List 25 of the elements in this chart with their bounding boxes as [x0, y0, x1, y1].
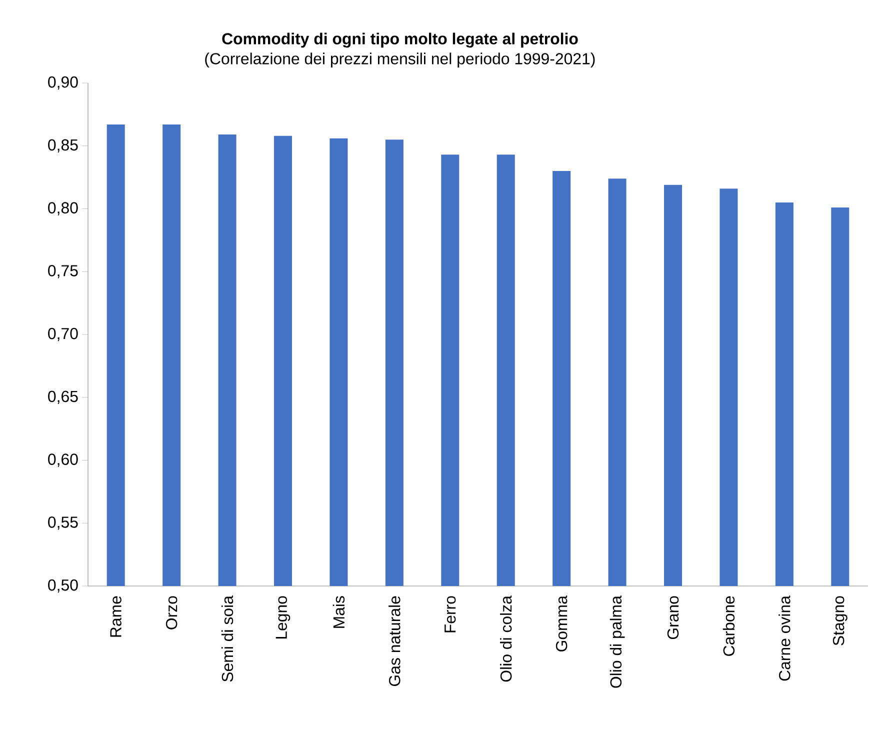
x-tick-label: Olio di colza [500, 596, 512, 682]
y-tick-label: 0,80 [48, 202, 78, 216]
x-tick-label: Carbone [722, 596, 735, 656]
y-tick-label: 0,50 [48, 579, 78, 593]
x-tick-label: Semi di soia [221, 596, 234, 682]
chart-subtitle: (Correlazione dei prezzi mensili nel periodo 1999-2021) [205, 52, 595, 68]
y-tick-label: 0,85 [48, 139, 78, 152]
chart-title: Commodity di ogni tipo molto legate al petrolio [222, 32, 578, 48]
x-tick-label: Orzo [166, 596, 178, 630]
y-tick-label: 0,60 [48, 454, 78, 467]
y-tick-label: 0,75 [48, 265, 78, 278]
y-tick-label: 0,70 [48, 328, 78, 342]
x-tick-label: Carne ovina [778, 596, 790, 681]
x-tick-label: Legno [276, 596, 290, 639]
x-tick-label: Gomma [556, 596, 568, 652]
x-tick-label: Ferro [444, 596, 456, 632]
x-tick-label: Gas naturale [388, 596, 400, 686]
x-tick-label: Mais [332, 596, 345, 628]
y-tick-label: 0,65 [48, 390, 78, 404]
x-tick-label: Stagno [832, 596, 848, 646]
x-tick-label: Rame [110, 596, 122, 637]
y-tick-label: 0,90 [48, 76, 78, 90]
y-tick-label: 0,55 [48, 516, 78, 530]
x-tick-label: Olio di palma [610, 596, 625, 688]
x-tick-label: Grano [667, 596, 679, 640]
